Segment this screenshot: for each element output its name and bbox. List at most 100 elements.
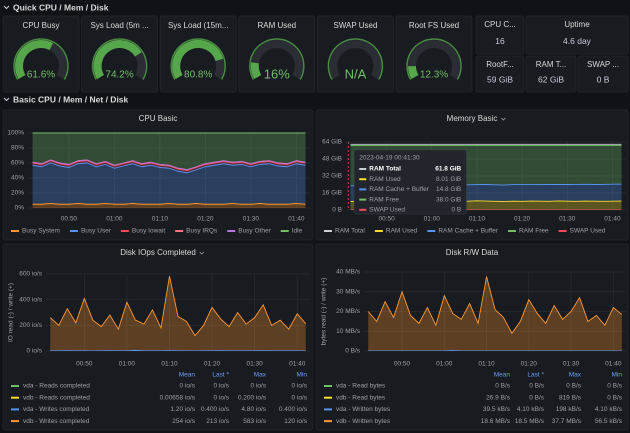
lines <box>32 132 306 205</box>
legend-label: vdb - Writes completed <box>23 418 90 425</box>
stat-value: 62 GiB <box>538 75 564 85</box>
y-tick-label: 32 GiB <box>322 173 342 180</box>
legend-swatch <box>11 420 19 423</box>
tooltip-swatch <box>359 188 367 191</box>
gauge-label: 61.6% <box>27 70 55 81</box>
legend-value: 0 io/s <box>291 394 307 401</box>
row-chevron[interactable] <box>3 5 10 10</box>
legend-value: 0 io/s <box>291 383 307 390</box>
y-tick-label: 0 io/s <box>26 348 42 355</box>
series-line <box>49 276 307 337</box>
gauge-ring <box>406 38 462 80</box>
legend-value: 4.10 kB/s <box>517 406 545 413</box>
legend-column-header: Mean <box>494 372 511 379</box>
legend-value: 0 io/s <box>250 383 266 390</box>
x-tick-label: 01:20 <box>521 361 538 368</box>
gauge-label: N/A <box>345 66 367 81</box>
legend-value: 0 io/s <box>213 383 229 390</box>
legend-swatch <box>280 230 289 232</box>
x-tick-label: 01:30 <box>243 216 260 223</box>
gauge-track <box>408 40 460 79</box>
panel-title: Disk IOps Completed <box>120 248 196 257</box>
gauge-title: Root FS Used <box>409 21 459 30</box>
legend-swatch <box>11 230 19 232</box>
legend-value: 0.400 io/s <box>201 406 230 413</box>
stat-title: Uptime <box>564 20 590 29</box>
legend-value: 0 B/s <box>495 383 511 390</box>
panel <box>577 55 629 93</box>
legend-swatch <box>120 230 129 232</box>
legend-value: 4.10 kB/s <box>595 406 623 413</box>
tooltip-value: 0 B <box>451 207 461 214</box>
x-tick-label: 01:30 <box>247 361 264 368</box>
stat-value: 4.6 day <box>563 36 592 46</box>
panel <box>475 55 525 93</box>
tooltip-swatch <box>359 208 367 211</box>
plot <box>367 276 623 351</box>
legend-value: 0.200 io/s <box>238 394 267 401</box>
panel <box>475 15 525 55</box>
legend-label: vdb - Read bytes <box>336 394 386 401</box>
x-tick-label: 01:30 <box>559 216 576 223</box>
legend-label: Busy Other <box>238 228 271 235</box>
x-tick-label: 00:50 <box>76 361 93 368</box>
y-tick-label: 16 GiB <box>322 190 342 197</box>
area-fill <box>50 276 306 351</box>
lines <box>367 276 623 351</box>
legend-value: 0 io/s <box>179 383 195 390</box>
legend-label: Busy System <box>22 228 60 235</box>
stat-title: CPU C... <box>484 20 516 29</box>
tooltip-box <box>353 149 467 215</box>
y-tick-label: 0 B/s <box>345 348 361 355</box>
gauge-value <box>15 40 54 79</box>
x-tick-label: 01:20 <box>197 216 214 223</box>
legend-swatch <box>175 230 184 232</box>
x-tick-label: 01:00 <box>119 361 136 368</box>
y-tick-label: 64 GiB <box>322 139 342 146</box>
legend-swatch <box>69 230 78 232</box>
legend-value: 583 io/s <box>243 418 267 425</box>
x-tick-label: 01:40 <box>605 361 622 368</box>
legend-value: 0.400 io/s <box>279 406 308 413</box>
tooltip-swatch <box>359 178 367 181</box>
lines <box>49 276 307 351</box>
legend-value: 254 io/s <box>172 418 196 425</box>
y-axis-label: bytes read (-) / write (+) <box>321 278 328 346</box>
legend-column-header: Min <box>297 372 308 379</box>
gauge-label: 74.2% <box>105 70 133 81</box>
legend-swatch <box>507 230 516 232</box>
series-line <box>32 160 306 171</box>
y-tick-label: 20 MB/s <box>336 308 361 315</box>
tooltip-label: RAM Free <box>369 196 399 203</box>
row-chevron[interactable] <box>3 97 10 102</box>
tooltip-time: 2023-04-19 00:41:30 <box>359 155 420 162</box>
gauge-value <box>408 65 419 79</box>
row-header[interactable]: Quick CPU / Mem / Disk <box>13 2 109 12</box>
y-tick-label: 48 GiB <box>322 156 342 163</box>
gauge-title: Sys Load (5m ... <box>90 21 148 30</box>
y-tick-label: 40% <box>11 175 24 182</box>
legend-value: 56.5 kB/s <box>595 418 623 425</box>
legend-column-header: Max <box>569 372 582 379</box>
gauge-label: 80.8% <box>184 70 212 81</box>
x-tick-label: 01:10 <box>152 216 169 223</box>
legend-value: 1.20 io/s <box>170 406 195 413</box>
legend-column-header: Min <box>612 372 623 379</box>
legend-swatch <box>11 385 19 387</box>
panel-menu <box>199 251 205 255</box>
legend-swatch <box>11 396 19 399</box>
row-header[interactable]: Basic CPU / Mem / Net / Disk <box>13 94 129 104</box>
legend-label: vda - Written bytes <box>336 406 391 413</box>
gauge-ring <box>13 38 69 80</box>
y-tick-label: 0% <box>15 205 25 212</box>
plot <box>49 276 307 351</box>
legend-swatch <box>427 230 436 232</box>
legend-value: 18.6 MB/s <box>481 418 511 425</box>
tooltip-label: SWAP Used <box>369 207 405 214</box>
x-tick-label: 01:20 <box>514 216 531 223</box>
tooltip-label: RAM Cache + Buffer <box>369 186 430 193</box>
legend-swatch <box>11 408 19 411</box>
y-tick-label: 30 MB/s <box>336 288 361 295</box>
series-line <box>367 276 623 335</box>
legend-label: RAM Used <box>386 228 418 235</box>
